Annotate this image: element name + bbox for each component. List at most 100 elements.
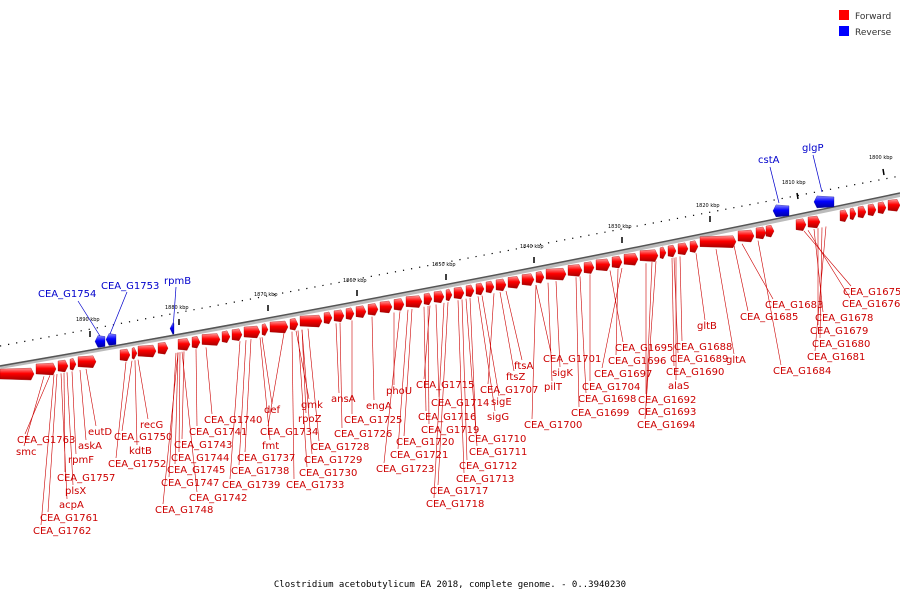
gene-arrow-forward[interactable]	[507, 276, 521, 289]
gene-label-forward[interactable]: CEA_G1747	[161, 478, 219, 489]
gene-label-forward[interactable]: CEA_G1683	[765, 300, 823, 311]
gene-arrow-forward[interactable]	[201, 333, 221, 346]
gene-label-reverse[interactable]: CEA_G1754	[38, 289, 96, 300]
gene-arrow-forward[interactable]	[495, 278, 507, 292]
gene-arrow-forward[interactable]	[857, 205, 867, 219]
gene-label-forward[interactable]: CEA_G1698	[578, 394, 636, 405]
gene-label-forward[interactable]: sigG	[487, 412, 509, 423]
gene-label-reverse[interactable]: CEA_G1753	[101, 281, 159, 292]
gene-label-forward[interactable]: rpmF	[68, 455, 94, 466]
gene-label-forward[interactable]: CEA_G1744	[171, 453, 229, 464]
gene-label-forward[interactable]: CEA_G1733	[286, 480, 344, 491]
gene-arrow-forward[interactable]	[269, 320, 289, 334]
gene-label-forward[interactable]: CEA_G1761	[40, 513, 98, 524]
gene-arrow-forward[interactable]	[677, 242, 689, 255]
gene-arrow-forward[interactable]	[289, 318, 299, 331]
gene-label-forward[interactable]: ansA	[331, 394, 356, 405]
gene-label-forward[interactable]: CEA_G1717	[430, 486, 488, 497]
gene-label-reverse[interactable]: rpmB	[164, 276, 191, 287]
gene-arrow-forward[interactable]	[595, 258, 611, 272]
gene-label-forward[interactable]: sigK	[552, 368, 573, 379]
gene-label-forward[interactable]: CEA_G1679	[810, 326, 868, 337]
gene-label-forward[interactable]: CEA_G1762	[33, 526, 91, 537]
gene-arrow-forward[interactable]	[465, 284, 475, 298]
gene-label-forward[interactable]: CEA_G1720	[396, 437, 454, 448]
gene-arrow-forward[interactable]	[77, 355, 97, 368]
gene-label-forward[interactable]: CEA_G1730	[299, 468, 357, 479]
gene-arrow-forward[interactable]	[667, 244, 677, 258]
gene-arrow-forward[interactable]	[611, 255, 623, 269]
gene-arrow-forward[interactable]	[807, 215, 821, 229]
gene-label-forward[interactable]: engA	[366, 401, 392, 412]
gene-label-forward[interactable]: CEA_G1715	[416, 380, 474, 391]
gene-label-forward[interactable]: CEA_G1712	[459, 461, 517, 472]
gene-label-forward[interactable]: CEA_G1719	[421, 425, 479, 436]
gene-label-forward[interactable]: CEA_G1750	[114, 432, 172, 443]
gene-arrow-forward[interactable]	[623, 253, 639, 266]
gene-label-forward[interactable]: ftsA	[514, 361, 533, 372]
gene-label-forward[interactable]: CEA_G1711	[469, 447, 527, 458]
gene-label-forward[interactable]: ftsZ	[506, 372, 525, 383]
gene-label-forward[interactable]: CEA_G1693	[638, 407, 696, 418]
gene-label-forward[interactable]: CEA_G1684	[773, 366, 831, 377]
gene-label-forward[interactable]: rpoZ	[298, 414, 322, 425]
gene-arrow-forward[interactable]	[453, 286, 465, 300]
gene-label-forward[interactable]: askA	[78, 441, 102, 452]
gene-arrow-forward[interactable]	[689, 240, 699, 253]
gene-arrow-forward[interactable]	[323, 311, 333, 325]
gene-arrow-forward[interactable]	[243, 325, 261, 339]
gene-label-forward[interactable]: fmt	[262, 441, 279, 452]
gene-label-forward[interactable]: CEA_G1676	[842, 299, 900, 310]
gene-arrow-forward[interactable]	[405, 295, 423, 308]
gene-label-forward[interactable]: CEA_G1697	[594, 369, 652, 380]
gene-arrow-forward[interactable]	[131, 347, 138, 360]
gene-arrow-forward[interactable]	[299, 314, 323, 328]
gene-arrow-forward[interactable]	[379, 300, 393, 314]
gene-label-forward[interactable]: CEA_G1689	[670, 354, 728, 365]
gene-label-reverse[interactable]: glgP	[802, 143, 824, 154]
gene-arrow-forward[interactable]	[261, 323, 269, 336]
gene-arrow-forward[interactable]	[57, 359, 69, 373]
gene-label-forward[interactable]: pilT	[544, 382, 563, 393]
gene-label-forward[interactable]: CEA_G1739	[222, 480, 280, 491]
gene-arrow-forward[interactable]	[367, 303, 379, 316]
gene-arrow-forward[interactable]	[35, 362, 57, 376]
gene-label-forward[interactable]: CEA_G1737	[237, 453, 295, 464]
gene-arrow-forward[interactable]	[755, 226, 767, 240]
gene-arrow-forward[interactable]	[765, 224, 775, 238]
gene-arrow-forward[interactable]	[355, 305, 367, 318]
gene-label-forward[interactable]: CEA_G1699	[571, 408, 629, 419]
gene-label-forward[interactable]: CEA_G1694	[637, 420, 695, 431]
gene-label-forward[interactable]: CEA_G1741	[189, 427, 247, 438]
gene-arrow-forward[interactable]	[659, 246, 667, 260]
gene-arrow-forward[interactable]	[545, 267, 567, 281]
gene-label-forward[interactable]: CEA_G1692	[638, 395, 696, 406]
gene-label-forward[interactable]: recG	[140, 420, 163, 431]
gene-label-forward[interactable]: CEA_G1695	[615, 343, 673, 354]
gene-label-forward[interactable]: CEA_G1745	[167, 465, 225, 476]
gene-arrow-reverse[interactable]	[772, 204, 790, 217]
gene-arrow-forward[interactable]	[567, 264, 583, 277]
gene-arrow-forward[interactable]	[177, 338, 191, 351]
gene-arrow-forward[interactable]	[221, 330, 231, 343]
gene-arrow-forward[interactable]	[699, 235, 737, 248]
gene-arrow-forward[interactable]	[737, 229, 755, 243]
gene-label-forward[interactable]: CEA_G1714	[431, 398, 489, 409]
gene-label-forward[interactable]: CEA_G1757	[57, 473, 115, 484]
gene-arrow-forward[interactable]	[887, 199, 900, 212]
gene-label-forward[interactable]: CEA_G1763	[17, 435, 75, 446]
gene-label-forward[interactable]: phoU	[386, 386, 412, 397]
gene-label-forward[interactable]: CEA_G1742	[189, 493, 247, 504]
gene-arrow-forward[interactable]	[69, 358, 77, 371]
gene-arrow-reverse[interactable]	[813, 195, 835, 209]
gene-arrow-forward[interactable]	[795, 218, 807, 231]
gene-arrow-forward[interactable]	[583, 261, 595, 274]
gene-arrow-forward[interactable]	[867, 203, 877, 217]
gene-label-forward[interactable]: CEA_G1701	[543, 354, 601, 365]
gene-label-forward[interactable]: CEA_G1710	[468, 434, 526, 445]
gene-label-forward[interactable]: eutD	[88, 427, 112, 438]
gene-label-forward[interactable]: CEA_G1707	[480, 385, 538, 396]
gene-label-forward[interactable]: CEA_G1738	[231, 466, 289, 477]
gene-label-forward[interactable]: CEA_G1728	[311, 442, 369, 453]
gene-label-forward[interactable]: CEA_G1700	[524, 420, 582, 431]
